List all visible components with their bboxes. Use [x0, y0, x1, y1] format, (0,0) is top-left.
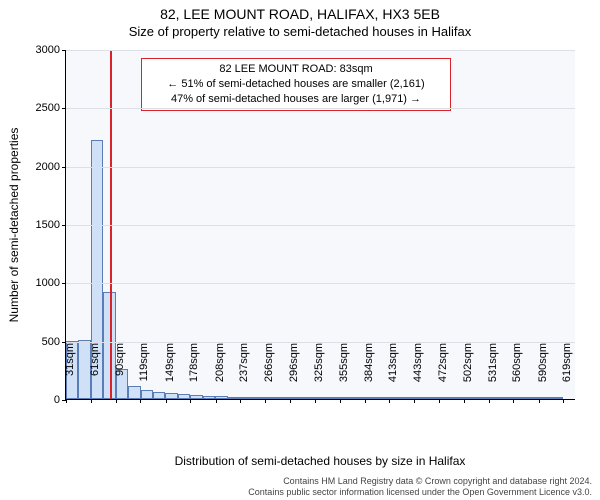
ytick-label: 1500 [36, 219, 60, 231]
attribution-footer: Contains HM Land Registry data © Crown c… [248, 476, 592, 498]
ytick-label: 1000 [36, 277, 60, 289]
xtick-label: 31sqm [64, 343, 76, 403]
xtick-label: 531sqm [487, 343, 499, 403]
ytick-label: 500 [42, 336, 60, 348]
ytick-mark [62, 108, 66, 109]
ytick-mark [62, 167, 66, 168]
ytick-label: 0 [54, 394, 60, 406]
xtick-label: 355sqm [338, 343, 350, 403]
gridline [66, 283, 575, 284]
xtick-label: 384sqm [363, 343, 375, 403]
xtick-label: 266sqm [263, 343, 275, 403]
annotation-line1: 82 LEE MOUNT ROAD: 83sqm [148, 62, 444, 77]
xtick-label: 237sqm [238, 343, 250, 403]
ytick-label: 2500 [36, 102, 60, 114]
ytick-label: 2000 [36, 161, 60, 173]
xtick-label: 119sqm [138, 343, 150, 403]
gridline [66, 108, 575, 109]
xtick-label: 590sqm [537, 343, 549, 403]
annotation-box: 82 LEE MOUNT ROAD: 83sqm ← 51% of semi-d… [141, 58, 451, 111]
annotation-line3: 47% of semi-detached houses are larger (… [148, 92, 444, 107]
page-subtitle: Size of property relative to semi-detach… [0, 24, 600, 39]
chart-plot: 82 LEE MOUNT ROAD: 83sqm ← 51% of semi-d… [65, 50, 575, 400]
gridline [66, 50, 575, 51]
xtick-label: 413sqm [387, 343, 399, 403]
footer-line1: Contains HM Land Registry data © Crown c… [248, 476, 592, 487]
annotation-line2: ← 51% of semi-detached houses are smalle… [148, 77, 444, 92]
xtick-label: 208sqm [214, 343, 226, 403]
xtick-label: 296sqm [288, 343, 300, 403]
ytick-mark [62, 50, 66, 51]
xtick-label: 502sqm [462, 343, 474, 403]
footer-line2: Contains public sector information licen… [248, 487, 592, 498]
xtick-label: 443sqm [412, 343, 424, 403]
xtick-label: 90sqm [114, 343, 126, 403]
xtick-label: 560sqm [511, 343, 523, 403]
page-title: 82, LEE MOUNT ROAD, HALIFAX, HX3 5EB [0, 6, 600, 22]
gridline [66, 167, 575, 168]
xtick-label: 472sqm [437, 343, 449, 403]
gridline [66, 225, 575, 226]
x-axis-label: Distribution of semi-detached houses by … [65, 454, 575, 468]
xtick-label: 61sqm [89, 343, 101, 403]
y-axis-label: Number of semi-detached properties [7, 128, 21, 323]
ytick-mark [62, 225, 66, 226]
xtick-label: 149sqm [164, 343, 176, 403]
xtick-label: 325sqm [313, 343, 325, 403]
xtick-label: 619sqm [561, 343, 573, 403]
ytick-mark [62, 283, 66, 284]
xtick-label: 178sqm [188, 343, 200, 403]
ytick-label: 3000 [36, 44, 60, 56]
